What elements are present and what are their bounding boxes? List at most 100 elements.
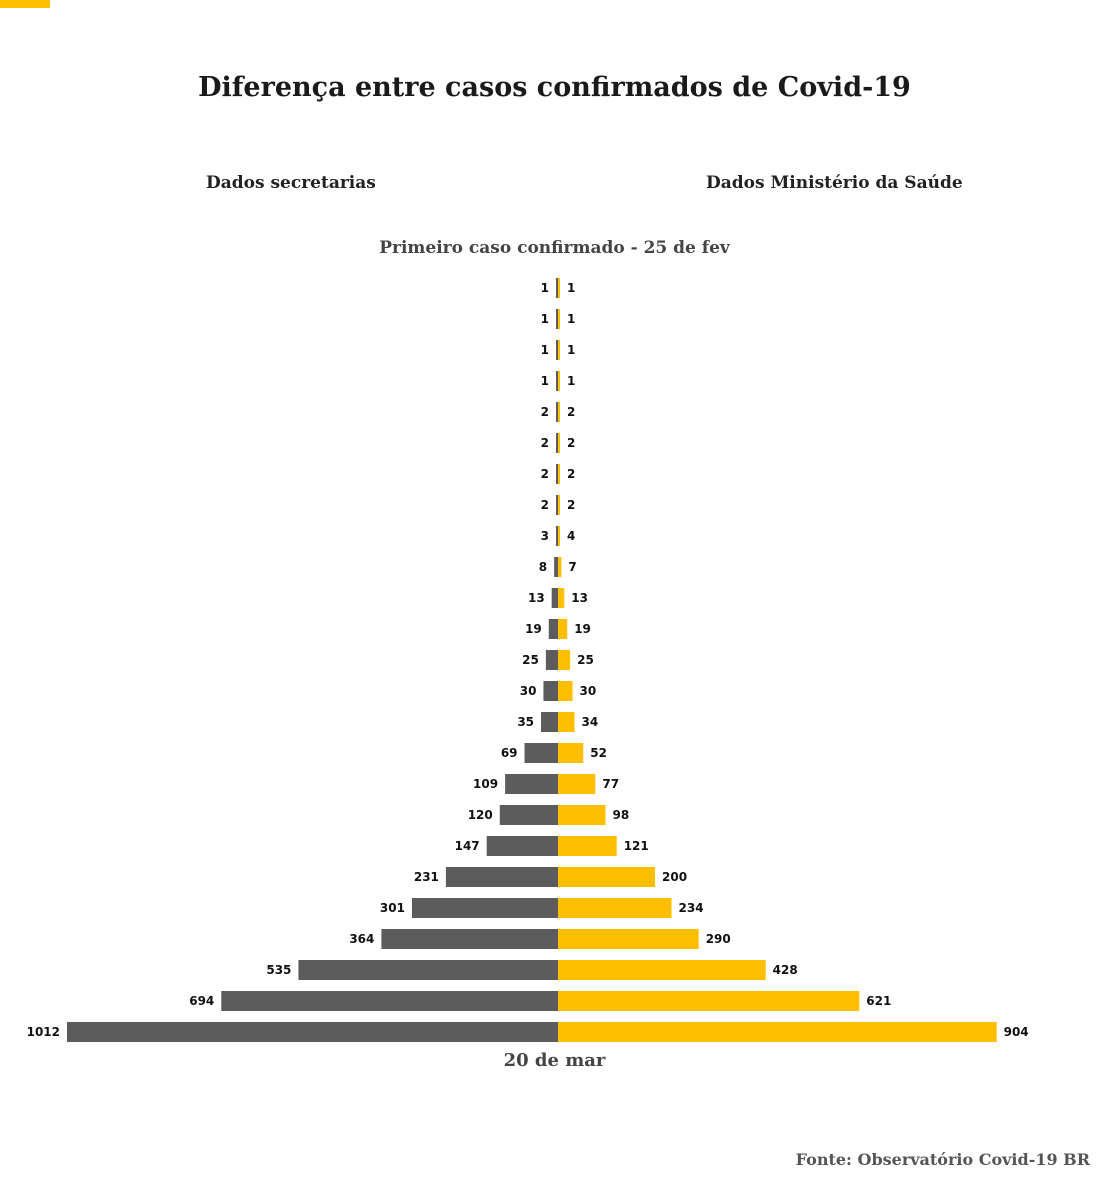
data-label-ministerio: 34	[581, 715, 598, 729]
bar-secretarias	[505, 774, 558, 794]
bar-secretarias	[543, 681, 558, 701]
data-label-secretarias: 8	[539, 560, 547, 574]
bar-ministerio	[558, 681, 573, 701]
data-label-secretarias: 120	[468, 808, 493, 822]
bar-ministerio	[558, 898, 672, 918]
bar-ministerio	[558, 867, 656, 887]
source-note: Fonte: Observatório Covid-19 BR	[795, 1150, 1090, 1169]
bar-secretarias	[486, 836, 558, 856]
data-label-secretarias: 2	[541, 467, 549, 481]
data-label-secretarias: 69	[501, 746, 518, 760]
bar-ministerio	[558, 464, 560, 484]
data-label-secretarias: 1	[541, 281, 549, 295]
bar-secretarias	[499, 805, 558, 825]
bar-secretarias	[541, 712, 558, 732]
data-label-secretarias: 535	[266, 963, 291, 977]
bar-ministerio	[558, 650, 571, 670]
bar-ministerio	[558, 526, 560, 546]
bar-ministerio	[558, 371, 560, 391]
bar-ministerio	[558, 836, 617, 856]
right-series-label: Dados Ministério da Saúde	[706, 173, 963, 193]
bar-ministerio	[558, 712, 575, 732]
data-label-secretarias: 1012	[27, 1025, 60, 1039]
bar-ministerio	[558, 557, 562, 577]
data-label-ministerio: 428	[773, 963, 798, 977]
bar-secretarias	[556, 526, 558, 546]
bar-secretarias	[556, 371, 558, 391]
data-label-secretarias: 35	[517, 715, 534, 729]
data-label-ministerio: 200	[662, 870, 687, 884]
bar-ministerio	[558, 309, 560, 329]
bar-secretarias	[298, 960, 558, 980]
chart-title: Diferença entre casos confirmados de Cov…	[198, 72, 911, 103]
bar-secretarias	[556, 433, 558, 453]
bar-ministerio	[558, 402, 560, 422]
data-label-ministerio: 2	[567, 498, 575, 512]
data-label-secretarias: 2	[541, 405, 549, 419]
data-label-secretarias: 2	[541, 436, 549, 450]
bar-ministerio	[558, 960, 766, 980]
data-label-secretarias: 1	[541, 343, 549, 357]
data-label-secretarias: 2	[541, 498, 549, 512]
bar-ministerio	[558, 805, 606, 825]
bar-secretarias	[556, 464, 558, 484]
data-label-ministerio: 52	[590, 746, 607, 760]
bar-ministerio	[558, 774, 596, 794]
data-label-secretarias: 3	[541, 529, 549, 543]
data-label-secretarias: 13	[528, 591, 545, 605]
bar-ministerio	[558, 1022, 997, 1042]
data-label-ministerio: 77	[602, 777, 619, 791]
data-label-ministerio: 1	[567, 374, 575, 388]
data-label-ministerio: 4	[567, 529, 575, 543]
start-date-label: Primeiro caso confirmado - 25 de fev	[379, 238, 730, 258]
data-label-secretarias: 301	[380, 901, 405, 915]
data-label-ministerio: 30	[580, 684, 597, 698]
bar-secretarias	[554, 557, 558, 577]
data-label-secretarias: 1	[541, 374, 549, 388]
data-label-ministerio: 290	[706, 932, 731, 946]
brand-accent-bar	[0, 0, 50, 8]
bar-secretarias	[545, 650, 558, 670]
bar-ministerio	[558, 433, 560, 453]
data-label-ministerio: 25	[577, 653, 594, 667]
bar-secretarias	[556, 402, 558, 422]
bar-secretarias	[556, 278, 558, 298]
data-label-ministerio: 121	[624, 839, 649, 853]
bar-secretarias	[445, 867, 558, 887]
data-label-secretarias: 147	[455, 839, 480, 853]
bar-secretarias	[548, 619, 558, 639]
bar-secretarias	[556, 340, 558, 360]
data-label-secretarias: 231	[414, 870, 439, 884]
data-label-secretarias: 694	[189, 994, 214, 1008]
bar-secretarias	[411, 898, 558, 918]
data-label-secretarias: 109	[473, 777, 498, 791]
bar-ministerio	[558, 991, 860, 1011]
data-label-ministerio: 13	[571, 591, 588, 605]
data-label-ministerio: 2	[567, 405, 575, 419]
data-label-ministerio: 621	[866, 994, 891, 1008]
bar-ministerio	[558, 340, 560, 360]
data-label-secretarias: 25	[522, 653, 539, 667]
bar-ministerio	[558, 278, 560, 298]
bar-ministerio	[558, 743, 584, 763]
data-label-ministerio: 2	[567, 467, 575, 481]
bar-secretarias	[381, 929, 558, 949]
data-label-ministerio: 1	[567, 281, 575, 295]
data-label-ministerio: 234	[679, 901, 704, 915]
data-label-ministerio: 98	[613, 808, 630, 822]
data-label-ministerio: 904	[1004, 1025, 1029, 1039]
data-label-ministerio: 1	[567, 312, 575, 326]
data-label-secretarias: 30	[520, 684, 537, 698]
data-label-ministerio: 7	[568, 560, 576, 574]
end-date-label: 20 de mar	[503, 1050, 606, 1071]
bar-secretarias	[524, 743, 558, 763]
data-label-secretarias: 19	[525, 622, 542, 636]
bar-secretarias	[556, 309, 558, 329]
bar-ministerio	[558, 619, 568, 639]
bar-secretarias	[67, 1022, 558, 1042]
data-label-secretarias: 364	[349, 932, 374, 946]
data-label-ministerio: 2	[567, 436, 575, 450]
bar-secretarias	[221, 991, 558, 1011]
bar-ministerio	[558, 495, 560, 515]
